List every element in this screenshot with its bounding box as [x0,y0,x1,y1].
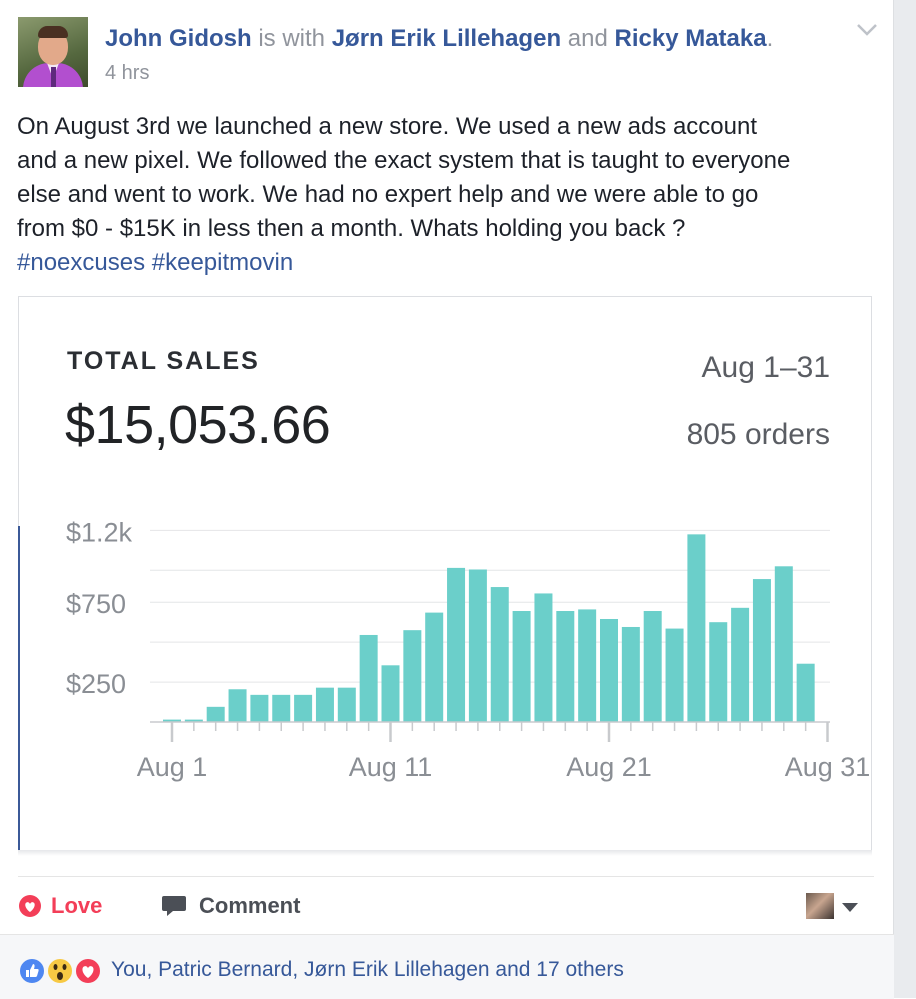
x-tick-label: Aug 1 [137,752,208,782]
sales-bar-chart: $250 $750 $1.2k Aug 1 Aug 11 Aug 21 Aug 31 [66,517,870,782]
chart-bar [556,611,575,722]
chart-bar [425,612,444,722]
header-period: . [766,25,774,52]
post-text-line: from $0 - $15K in less then a month. Wha… [17,215,686,242]
chart-bar [600,618,618,722]
feed-divider [893,0,894,998]
reactions-bar [0,934,894,999]
image-bottom-shadow [18,850,872,856]
comment-label: Comment [199,893,301,918]
author-avatar[interactable] [18,17,88,87]
shared-image[interactable] [18,296,872,852]
sales-date-range: Aug 1–31 [701,351,830,384]
x-tick-label: Aug 21 [566,752,652,782]
comment-button[interactable]: Comment [161,890,300,922]
post-text-line: On August 3rd we launched a new store. W… [17,113,758,140]
sales-title: TOTAL SALES [67,347,260,375]
sales-orders: 805 orders [686,418,830,451]
love-label: Love [51,893,103,918]
wow-reaction-icon [46,957,74,985]
caret-down-icon[interactable] [842,903,858,912]
chart-bar [643,611,662,722]
love-button[interactable]: Love [18,890,102,922]
and-text: and [567,25,608,52]
chart-bar [294,694,313,722]
sales-amount: $15,053.66 [65,395,331,455]
post-text-line: and a new pixel. We followed the exact s… [17,147,791,174]
chart-bar [250,694,269,722]
love-reaction-small-icon [74,957,102,985]
post-text: On August 3rd we launched a new store. W… [17,110,877,280]
action-bar-divider [18,876,874,877]
reactions-summary[interactable]: You, Patric Bernard, Jørn Erik Lillehage… [111,958,624,981]
chart-bar [359,634,378,722]
chart-bar [381,665,400,722]
chart-bar [468,569,487,722]
post-text-line: else and went to work. We had no expert … [17,181,759,208]
chart-bar [665,628,684,722]
like-reaction-icon [18,957,46,985]
chart-bar [796,663,815,722]
love-reaction-icon [19,895,41,917]
chart-bar [490,587,509,722]
post-timestamp[interactable]: 4 hrs [105,62,150,84]
chart-bar [731,607,750,722]
chart-bar [272,694,291,722]
x-tick-label: Aug 11 [349,752,433,782]
x-tick-label: Aug 31 [785,752,870,782]
chart-bar [163,719,181,722]
chart-bar [206,706,225,722]
image-left-border [18,526,20,854]
chart-bar [184,719,203,722]
chart-bar [578,609,597,722]
chart-bar [621,626,640,722]
chart-bar [403,630,422,722]
y-tick-label: $1.2k [66,517,133,547]
chart-bar [709,622,728,722]
y-tick-label: $750 [66,589,126,619]
y-tick-label: $250 [66,669,126,699]
chart-bar [512,611,531,722]
reaction-icons[interactable] [17,956,107,986]
hashtag-links[interactable]: #noexcuses #keepitmovin [17,249,294,276]
chart-bar [534,593,553,722]
chart-bar [315,687,334,722]
chart-bar [228,689,247,722]
chart-bar [752,579,771,722]
chart-bar [447,567,466,722]
chevron-down-icon[interactable] [854,20,880,40]
with-text: is with [258,25,326,52]
chart-bar [687,534,706,722]
tagged-user-link-2[interactable]: Ricky Mataka [614,25,767,52]
tagged-user-link-1[interactable]: Jørn Erik Lillehagen [331,25,562,52]
post-header: John Gidosh is with Jørn Erik Lillehagen… [105,25,773,53]
author-name-link[interactable]: John Gidosh [105,25,252,52]
comment-icon [162,896,186,916]
feed-background [894,0,916,998]
chart-bar [774,566,793,722]
chart-bar [337,687,356,722]
viewer-avatar[interactable] [806,893,834,919]
